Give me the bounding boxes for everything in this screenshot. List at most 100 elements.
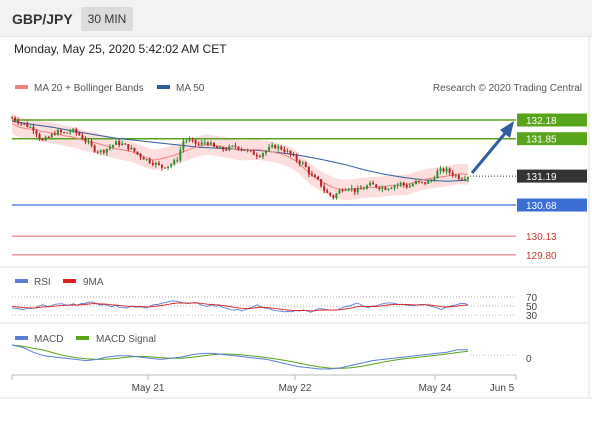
- candle-body: [338, 189, 341, 194]
- rsi-tick-70: 70: [526, 293, 538, 304]
- candle-body: [142, 157, 145, 160]
- candle-body: [307, 167, 310, 174]
- candle-body: [268, 147, 271, 151]
- candle-body: [445, 168, 448, 172]
- candle-body: [17, 120, 20, 124]
- candle-body: [228, 146, 231, 150]
- candle-body: [375, 184, 378, 188]
- candle-body: [167, 166, 170, 169]
- timeframe-button[interactable]: 30 MIN: [81, 7, 133, 31]
- candle-body: [381, 187, 384, 190]
- candle-body: [69, 131, 72, 133]
- macd-legend-label: MACD: [34, 334, 63, 345]
- candle-body: [439, 168, 442, 172]
- rsi-panel: [11, 296, 516, 316]
- candle-body: [286, 150, 289, 152]
- rsi-ma-legend-swatch: [63, 279, 76, 283]
- candle-body: [246, 150, 249, 152]
- candle-body: [38, 134, 41, 140]
- candle-body: [145, 159, 148, 161]
- level-label-130.13: 130.13: [526, 232, 557, 243]
- candle-body: [393, 185, 396, 189]
- candle-body: [271, 144, 274, 148]
- candle-body: [185, 140, 188, 142]
- rsi-line: [11, 300, 469, 313]
- candle-body: [102, 150, 105, 153]
- candle-body: [304, 162, 307, 168]
- rsi-legend-label: RSI: [34, 277, 51, 288]
- candle-body: [53, 133, 56, 135]
- candle-body: [356, 188, 359, 193]
- candle-body: [369, 182, 372, 186]
- candle-body: [408, 186, 411, 188]
- candle-body: [424, 182, 427, 184]
- candle-body: [164, 167, 167, 169]
- candle-body: [14, 117, 17, 121]
- candle-body: [170, 164, 173, 167]
- candle-body: [206, 142, 209, 145]
- candle-body: [63, 132, 66, 134]
- candle-body: [310, 173, 313, 176]
- header-bar: GBP/JPY 30 MIN: [0, 0, 592, 37]
- candle-body: [411, 184, 414, 187]
- candle-body: [335, 193, 338, 198]
- ma20-legend-label: MA 20 + Bollinger Bands: [34, 83, 144, 94]
- level-label-131.85: 131.85: [526, 135, 557, 146]
- level-lines: [12, 119, 516, 256]
- macd-legend-swatch: [15, 336, 28, 340]
- candle-body: [277, 146, 280, 149]
- arrow-head: [500, 121, 514, 138]
- candle-body: [32, 126, 35, 131]
- candle-body: [197, 143, 200, 145]
- candle-body: [402, 182, 405, 185]
- candle-body: [133, 147, 136, 152]
- candle-body: [467, 177, 469, 180]
- rsi-tick-50: 50: [526, 302, 538, 313]
- candle-body: [139, 153, 142, 158]
- candle-body: [41, 139, 44, 141]
- candle-body: [66, 132, 69, 134]
- candle-body: [90, 141, 93, 146]
- candle-body: [127, 144, 130, 150]
- candle-body: [72, 128, 75, 132]
- ma50-line: [11, 120, 469, 182]
- candle-body: [399, 182, 402, 185]
- candle-body: [105, 148, 108, 153]
- candle-body: [280, 146, 283, 150]
- candle-body: [188, 139, 191, 141]
- candle-body: [20, 123, 23, 125]
- candle-body: [216, 146, 219, 149]
- ma50-legend-swatch: [157, 85, 170, 89]
- candle-body: [390, 188, 393, 190]
- bollinger-band: [12, 113, 468, 201]
- candle-body: [362, 188, 365, 190]
- candle-body: [261, 153, 264, 157]
- candle-body: [313, 175, 316, 177]
- candle-body: [359, 188, 362, 190]
- candle-body: [414, 181, 417, 185]
- candle-body: [301, 162, 304, 164]
- candle-body: [148, 159, 151, 163]
- rsi-ma-legend-label: 9MA: [83, 277, 104, 288]
- candle-body: [203, 142, 206, 144]
- level-tag-132.18: [517, 113, 587, 127]
- candle-body: [243, 149, 246, 151]
- candle-body: [387, 188, 390, 190]
- x-tick-may22: May 22: [279, 383, 312, 394]
- ma50-legend-label: MA 50: [176, 83, 205, 94]
- level-label-130.68: 130.68: [526, 201, 557, 212]
- candle-body: [298, 160, 301, 164]
- candle-body: [384, 187, 387, 190]
- candle-body: [176, 160, 179, 162]
- macd-signal-legend-label: MACD Signal: [96, 334, 156, 345]
- candle-body: [347, 188, 350, 190]
- candle-body: [173, 160, 176, 165]
- candle-body: [320, 179, 323, 187]
- candle-body: [115, 141, 118, 146]
- candle-body: [151, 162, 154, 165]
- candle-body: [96, 151, 99, 153]
- candle-body: [430, 180, 433, 182]
- copyright-label: Research © 2020 Trading Central: [433, 83, 582, 94]
- ma20-legend-swatch: [15, 85, 28, 89]
